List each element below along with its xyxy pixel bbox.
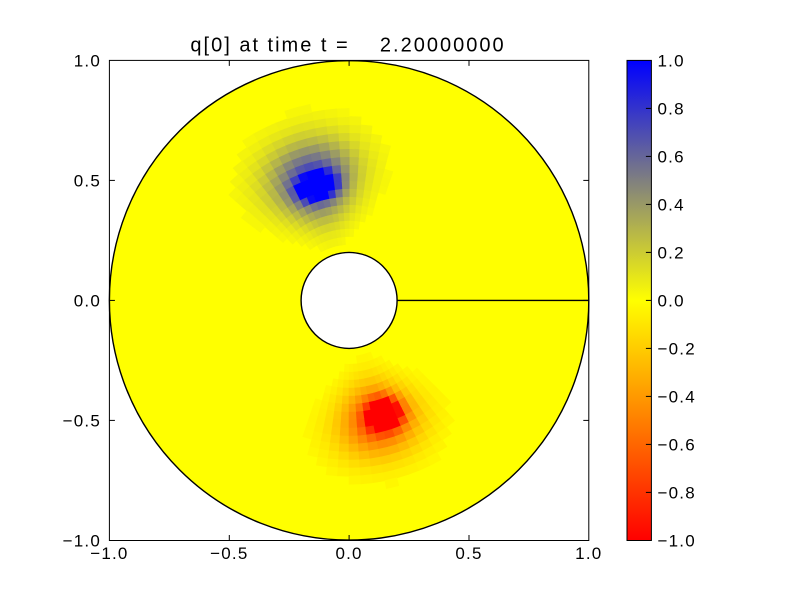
svg-text:0.8: 0.8 — [658, 99, 685, 118]
svg-text:−1.0: −1.0 — [658, 531, 696, 550]
svg-text:0.2: 0.2 — [658, 243, 685, 262]
svg-text:−0.8: −0.8 — [658, 483, 696, 502]
svg-text:−0.4: −0.4 — [658, 387, 696, 406]
svg-text:1.0: 1.0 — [575, 544, 602, 563]
svg-text:0.5: 0.5 — [455, 544, 482, 563]
svg-text:1.0: 1.0 — [74, 51, 101, 70]
svg-text:q[0] at time t = 2.20000000: q[0] at time t = 2.20000000 — [190, 35, 505, 57]
svg-text:0.6: 0.6 — [658, 147, 685, 166]
svg-text:0.0: 0.0 — [74, 291, 101, 310]
svg-text:−0.5: −0.5 — [63, 411, 101, 430]
svg-text:−0.6: −0.6 — [658, 435, 696, 454]
svg-text:−0.5: −0.5 — [210, 544, 248, 563]
svg-text:−1.0: −1.0 — [63, 532, 101, 551]
svg-text:1.0: 1.0 — [658, 51, 685, 70]
svg-text:0.0: 0.0 — [658, 291, 685, 310]
svg-text:0.4: 0.4 — [658, 195, 685, 214]
svg-text:0.0: 0.0 — [335, 544, 362, 563]
svg-text:−0.2: −0.2 — [658, 339, 696, 358]
svg-text:−1.0: −1.0 — [90, 544, 128, 563]
svg-text:0.5: 0.5 — [74, 171, 101, 190]
